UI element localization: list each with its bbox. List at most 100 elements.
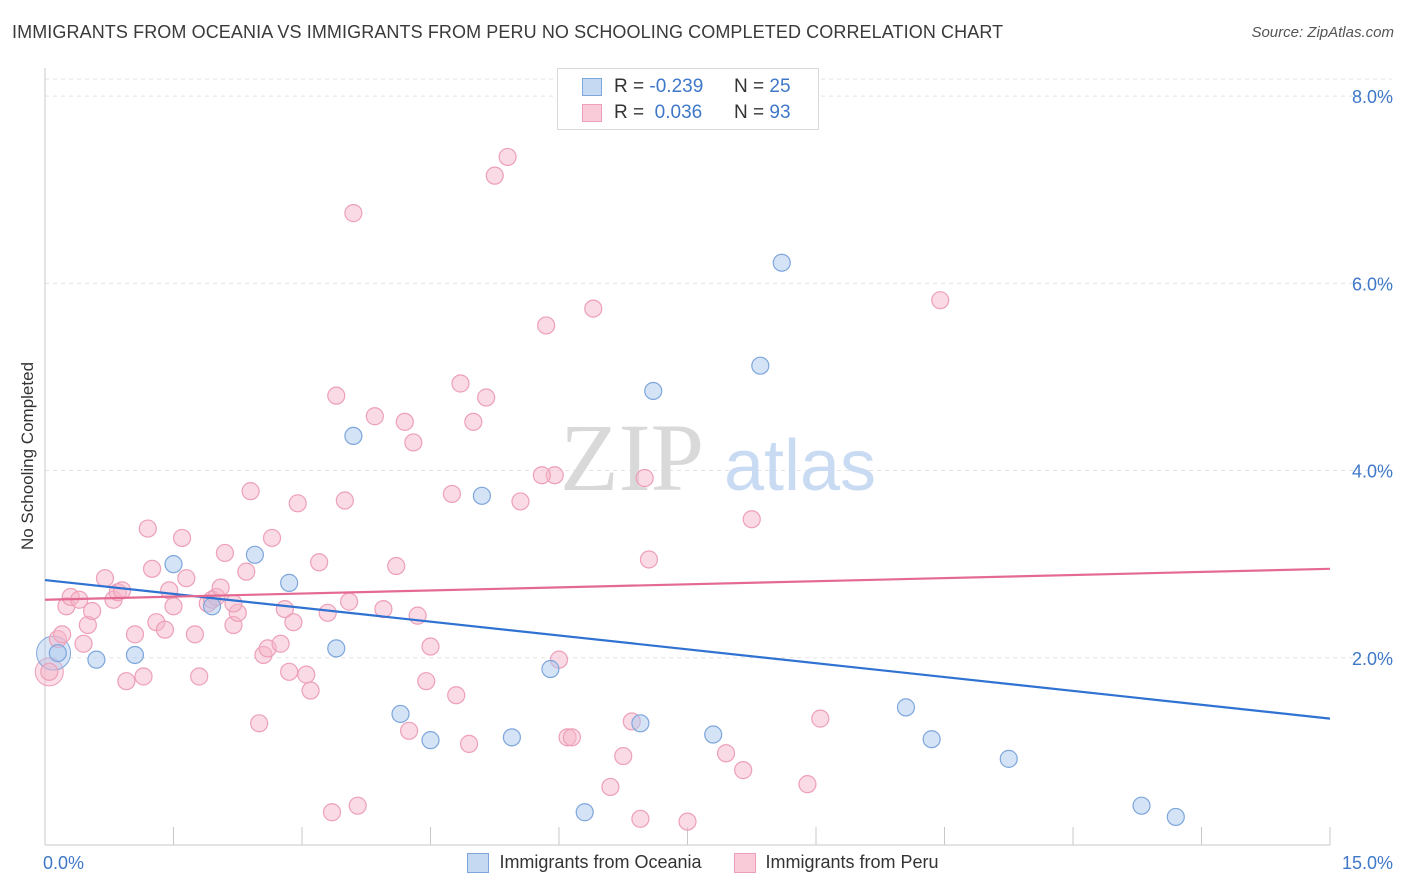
peru-point	[344, 204, 363, 223]
peru-point	[190, 667, 209, 686]
legend-label-peru: Immigrants from Peru	[765, 852, 939, 872]
oceania-point	[125, 645, 145, 665]
peru-point	[387, 556, 406, 576]
n-label: N =	[734, 76, 765, 97]
y-tick-label: 8.0%	[1352, 87, 1393, 107]
oceania-point	[704, 725, 723, 744]
data-points	[34, 147, 1185, 831]
peru-swatch	[733, 852, 756, 873]
oceania-point	[751, 356, 770, 375]
legend-row-oceania: R = -0.239 N = 25	[582, 75, 791, 99]
peru-point	[417, 672, 436, 691]
oceania-point	[999, 749, 1018, 768]
oceania-swatch	[467, 852, 490, 873]
oceania-point	[421, 731, 440, 750]
peru-point	[485, 166, 504, 185]
peru-point	[931, 291, 950, 310]
peru-point	[511, 492, 530, 511]
oceania-point	[575, 803, 594, 822]
peru-point	[322, 803, 342, 822]
peru-point	[537, 316, 556, 335]
peru-point	[83, 601, 102, 621]
peru-point	[421, 637, 440, 656]
peru-point	[742, 510, 761, 529]
peru-swatch	[582, 104, 602, 122]
peru-point	[635, 468, 654, 488]
peru-point	[271, 634, 290, 653]
r-label: R =	[614, 102, 645, 123]
peru-point	[318, 603, 337, 622]
r-value-oceania: -0.239	[649, 76, 704, 97]
peru-point	[584, 299, 603, 318]
peru-point	[348, 796, 367, 815]
oceania-point	[896, 698, 916, 717]
n-label: N =	[734, 102, 765, 123]
watermark-atlas: atlas	[724, 426, 876, 506]
oceania-point	[1166, 807, 1185, 827]
correlation-legend: R = -0.239 N = 25 R = 0.036 N = 93	[557, 68, 819, 130]
y-axis-label: No Schooling Completed	[18, 361, 37, 551]
peru-point	[284, 613, 303, 632]
oceania-point	[631, 714, 650, 733]
peru-point	[464, 412, 483, 431]
series-legend: Immigrants from Oceania Immigrants from …	[0, 852, 1406, 873]
peru-point	[138, 519, 157, 538]
peru-point	[301, 681, 320, 700]
peru-point	[211, 578, 230, 597]
peru-point	[459, 734, 479, 753]
peru-point	[288, 494, 307, 513]
peru-point	[442, 484, 462, 504]
peru-point	[262, 528, 282, 548]
peru-point	[601, 777, 620, 797]
source-label: Source: ZipAtlas.com	[1251, 24, 1394, 41]
oceania-point	[164, 555, 183, 574]
chart-title: IMMIGRANTS FROM OCEANIA VS IMMIGRANTS FR…	[12, 22, 1004, 42]
peru-point	[811, 709, 830, 728]
peru-point	[237, 562, 256, 581]
oceania-point	[1132, 796, 1151, 815]
oceania-point	[391, 704, 410, 724]
peru-point	[678, 812, 697, 831]
peru-point	[365, 407, 384, 426]
peru-point	[532, 466, 551, 485]
trend-lines	[44, 567, 1331, 720]
watermark-zip: ZIP	[560, 404, 704, 511]
peru-point	[340, 592, 359, 611]
peru-point	[734, 761, 753, 780]
peru-point	[250, 714, 269, 733]
peru-point	[310, 553, 329, 572]
tick-labels: 2.0% 4.0% 6.0% 8.0% 0.0% 15.0%	[43, 87, 1393, 873]
oceania-point	[772, 253, 791, 272]
y-tick-label: 6.0%	[1352, 274, 1393, 294]
x-tick-label: 0.0%	[43, 853, 84, 873]
peru-point	[451, 374, 470, 393]
n-value-oceania: 25	[769, 76, 791, 97]
peru-point	[40, 662, 59, 681]
oceania-point	[502, 728, 521, 747]
peru-point	[716, 744, 736, 763]
peru-point	[614, 746, 633, 766]
oceania-point	[472, 486, 491, 505]
peru-point	[280, 662, 299, 681]
peru-point	[798, 775, 817, 794]
peru-point	[142, 559, 162, 578]
legend-row-peru: R = 0.036 N = 93	[582, 101, 791, 125]
peru-point	[447, 686, 466, 705]
peru-point	[185, 625, 205, 644]
peru-point	[639, 550, 659, 569]
peru-point	[631, 809, 650, 828]
oceania-point	[245, 545, 264, 564]
peru-point	[498, 147, 517, 167]
r-label: R =	[614, 76, 645, 97]
peru-point	[215, 543, 234, 563]
x-tick-label: 15.0%	[1342, 853, 1393, 873]
oceania-point	[87, 650, 106, 669]
oceania-point	[48, 643, 67, 663]
peru-point	[112, 581, 132, 600]
peru-point	[335, 491, 354, 510]
oceania-trend-line	[44, 578, 1331, 720]
peru-point	[53, 625, 72, 644]
peru-trend-line	[44, 567, 1331, 601]
peru-point	[297, 665, 316, 684]
